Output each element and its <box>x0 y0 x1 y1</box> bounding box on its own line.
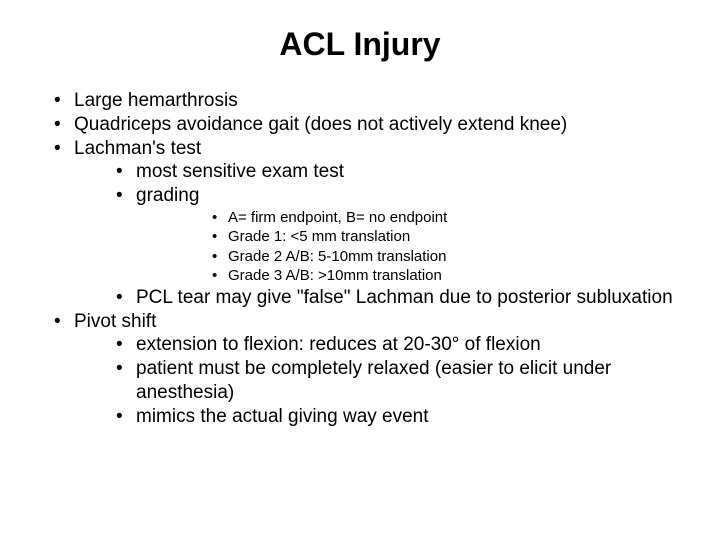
list-item-text: PCL tear may give "false" Lachman due to… <box>136 287 673 308</box>
list-item-text: A= firm endpoint, B= no endpoint <box>228 209 447 226</box>
list-item: Grade 2 A/B: 5-10mm translation <box>136 247 680 267</box>
list-item: patient must be completely relaxed (easi… <box>74 357 680 405</box>
list-item: A= firm endpoint, B= no endpoint <box>136 208 680 228</box>
list-item: mimics the actual giving way event <box>74 405 680 429</box>
bullet-list-level3: A= firm endpoint, B= no endpoint Grade 1… <box>136 208 680 286</box>
list-item-text: extension to flexion: reduces at 20-30° … <box>136 334 541 355</box>
list-item-text: patient must be completely relaxed (easi… <box>136 358 611 403</box>
slide-title: ACL Injury <box>40 26 680 63</box>
list-item: Pivot shift extension to flexion: reduce… <box>40 310 680 429</box>
list-item-text: grading <box>136 185 199 206</box>
list-item: PCL tear may give "false" Lachman due to… <box>74 286 680 310</box>
list-item: Lachman's test most sensitive exam test … <box>40 137 680 310</box>
list-item: most sensitive exam test <box>74 160 680 184</box>
list-item-text: Large hemarthrosis <box>74 90 238 111</box>
list-item-text: Pivot shift <box>74 311 156 332</box>
list-item-text: Lachman's test <box>74 138 201 159</box>
list-item-text: mimics the actual giving way event <box>136 406 429 427</box>
list-item: Grade 3 A/B: >10mm translation <box>136 266 680 286</box>
list-item-text: Quadriceps avoidance gait (does not acti… <box>74 114 567 135</box>
bullet-list-level1: Large hemarthrosis Quadriceps avoidance … <box>40 89 680 428</box>
list-item: Grade 1: <5 mm translation <box>136 227 680 247</box>
list-item: Quadriceps avoidance gait (does not acti… <box>40 113 680 137</box>
list-item: grading A= firm endpoint, B= no endpoint… <box>74 184 680 286</box>
list-item-text: Grade 3 A/B: >10mm translation <box>228 267 442 284</box>
list-item: extension to flexion: reduces at 20-30° … <box>74 333 680 357</box>
list-item: Large hemarthrosis <box>40 89 680 113</box>
list-item-text: Grade 1: <5 mm translation <box>228 228 410 245</box>
list-item-text: most sensitive exam test <box>136 161 344 182</box>
slide: ACL Injury Large hemarthrosis Quadriceps… <box>0 0 720 540</box>
list-item-text: Grade 2 A/B: 5-10mm translation <box>228 248 446 265</box>
bullet-list-level2: extension to flexion: reduces at 20-30° … <box>74 333 680 428</box>
bullet-list-level2: most sensitive exam test grading A= firm… <box>74 160 680 309</box>
